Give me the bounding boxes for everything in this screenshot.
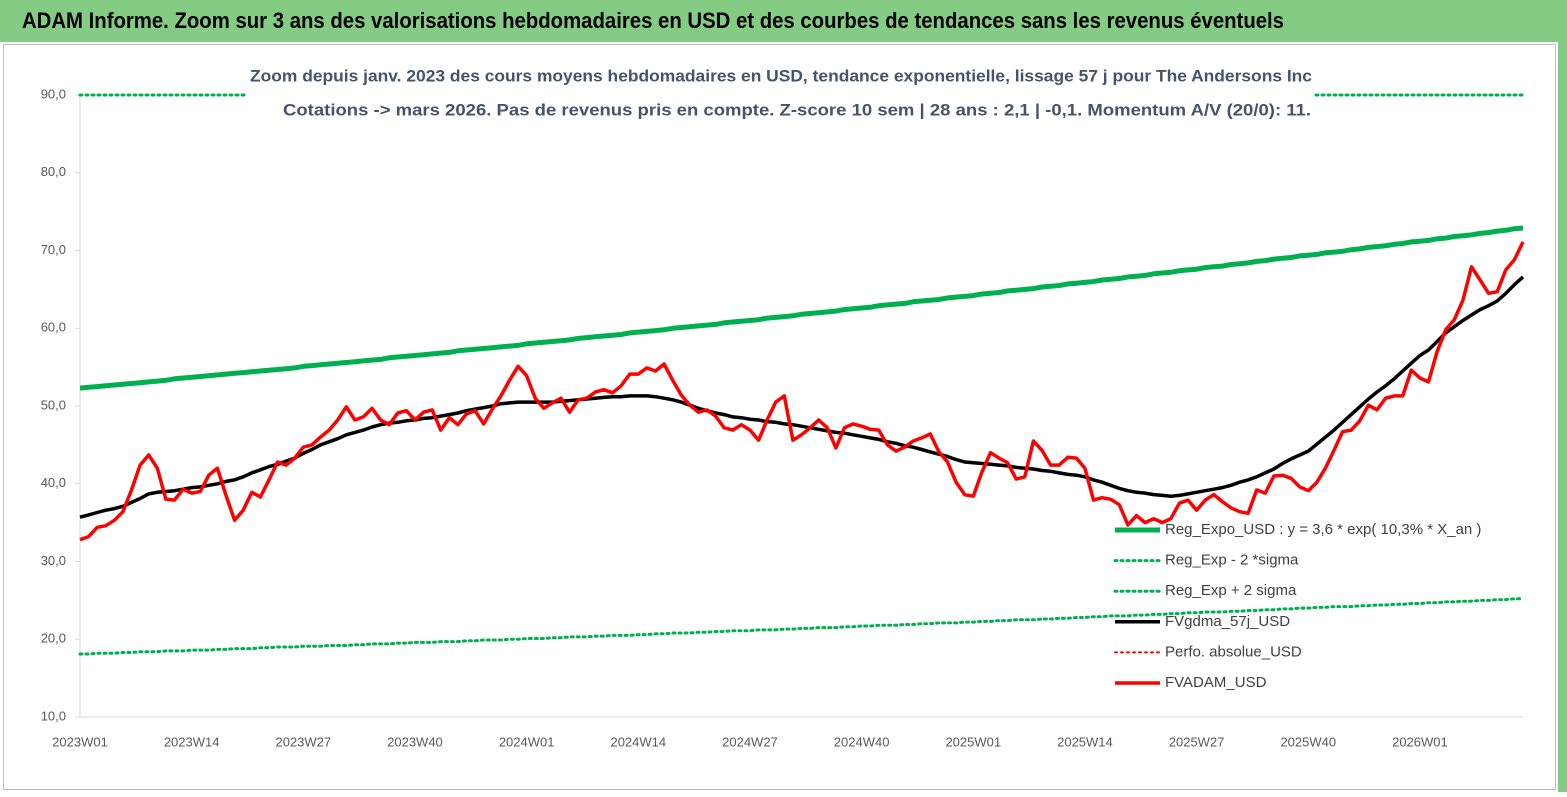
y-tick-label: 90,0 [41, 86, 66, 101]
y-tick-label: 20,0 [41, 631, 66, 646]
y-tick-label: 80,0 [41, 164, 66, 179]
legend: Reg_Expo_USD : y = 3,6 * exp( 10,3% * X_… [1113, 521, 1481, 691]
legend-label: FVgdma_57j_USD [1165, 613, 1290, 630]
y-tick-label: 10,0 [41, 708, 66, 723]
plot-area: 10,0 20,0 30,0 40,0 50,0 60,0 70,0 80,0 90,0 2023… [41, 86, 1525, 749]
subtitle: Zoom depuis janv. 2023 des cours moyens … [250, 66, 1312, 85]
series-line [79, 275, 1525, 519]
legend-label: Reg_Exp - 2 *sigma [1165, 552, 1299, 569]
series-line [79, 241, 1525, 542]
y-tick-label: 40,0 [41, 475, 66, 490]
side-bar [1558, 42, 1567, 792]
x-tick-label: 2024W27 [722, 734, 778, 749]
subtitle: Cotations -> mars 2026. Pas de revenus p… [283, 100, 1311, 119]
y-tick-label: 70,0 [41, 242, 66, 257]
x-tick-label: 2025W01 [945, 734, 1001, 749]
x-tick-label: 2024W14 [610, 734, 666, 749]
legend-label: Perfo. absolue_USD [1165, 643, 1302, 660]
series-line [79, 225, 1524, 391]
y-tick-label: 50,0 [41, 397, 66, 412]
x-tick-label: 2023W14 [164, 734, 220, 749]
title-bar [0, 0, 1567, 42]
x-tick-label: 2025W27 [1169, 734, 1225, 749]
legend-label: Reg_Expo_USD : y = 3,6 * exp( 10,3% * X_… [1165, 521, 1481, 538]
series-line [78, 597, 1525, 656]
x-tick-label: 2023W27 [275, 734, 331, 749]
x-tick-label: 2026W01 [1392, 734, 1448, 749]
chart-title: ADAM Informe. Zoom sur 3 ans des valoris… [22, 8, 1284, 33]
x-tick-label: 2025W40 [1280, 734, 1336, 749]
legend-label: Reg_Exp + 2 sigma [1165, 582, 1297, 599]
subtitle-bg [246, 62, 1314, 124]
y-tick-label: 30,0 [41, 553, 66, 568]
chart-frame [3, 44, 1556, 790]
x-tick-label: 2023W01 [52, 734, 108, 749]
x-tick-label: 2023W40 [387, 734, 443, 749]
legend-label: FVADAM_USD [1165, 674, 1267, 691]
x-tick-label: 2025W14 [1057, 734, 1113, 749]
x-tick-label: 2024W40 [834, 734, 890, 749]
y-tick-label: 60,0 [41, 320, 66, 335]
x-tick-label: 2024W01 [499, 734, 555, 749]
